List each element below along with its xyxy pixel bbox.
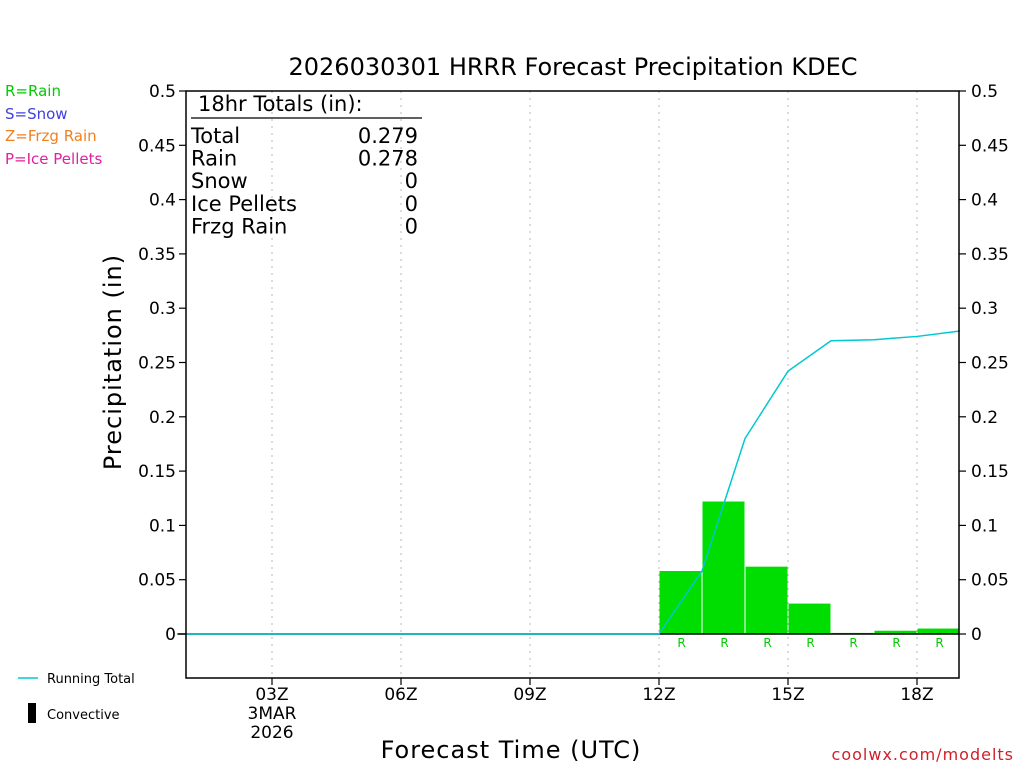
x-tick-label: 06Z — [384, 685, 417, 705]
x-tick-year-label: 2026 — [250, 723, 293, 743]
ptype-marker-R: R — [720, 636, 728, 650]
convective-legend-label: Convective — [47, 708, 120, 723]
y-tick-label-left: 0.25 — [138, 354, 176, 374]
y-tick-label-right: 0.2 — [971, 408, 998, 428]
y-tick-label-left: 0.4 — [149, 191, 176, 211]
totals-label: Total — [190, 124, 240, 148]
totals-label: Snow — [191, 169, 248, 193]
y-tick-label-left: 0.15 — [138, 462, 176, 482]
y-tick-label-right: 0.15 — [971, 462, 1009, 482]
y-tick-label-left: 0 — [165, 625, 176, 645]
ptype-legend-ice-pellets: P=Ice Pellets — [5, 150, 102, 168]
ptype-marker-R: R — [849, 636, 857, 650]
y-tick-label-right: 0 — [971, 625, 982, 645]
ptype-marker-R: R — [892, 636, 900, 650]
totals-value: 0 — [405, 169, 418, 193]
y-tick-label-right: 0.3 — [971, 299, 998, 319]
y-tick-label-right: 0.1 — [971, 516, 998, 536]
plot-frame — [185, 90, 960, 679]
x-axis-title: Forecast Time (UTC) — [381, 736, 642, 764]
totals-value: 0.278 — [358, 147, 418, 171]
chart-title: 2026030301 HRRR Forecast Precipitation K… — [289, 53, 858, 81]
y-tick-label-left: 0.3 — [149, 299, 176, 319]
ptype-legend: R=Rain S=Snow Z=Frzg Rain P=Ice Pellets — [5, 82, 102, 168]
y-tick-label-right: 0.5 — [971, 82, 998, 102]
ptype-legend-snow: S=Snow — [5, 105, 68, 123]
ptype-legend-frzg-rain: Z=Frzg Rain — [5, 127, 97, 145]
precip-bars — [659, 501, 960, 634]
y-tick-label-right: 0.35 — [971, 245, 1009, 265]
precip-bar — [745, 566, 788, 634]
totals-box: 18hr Totals (in): Total 0.279 Rain 0.278 Sno… — [190, 92, 422, 238]
x-tick-label: 12Z — [642, 685, 675, 705]
y-tick-label-right: 0.45 — [971, 136, 1009, 156]
y-tick-label-right: 0.25 — [971, 354, 1009, 374]
precip-bar — [788, 603, 831, 634]
precip-bar — [702, 501, 745, 634]
precip-bar — [917, 628, 960, 634]
totals-label: Ice Pellets — [191, 192, 297, 216]
running-total-series — [186, 330, 961, 635]
running-total-legend-label: Running Total — [47, 672, 135, 687]
x-tick-label: 03Z — [255, 685, 288, 705]
y-tick-label-left: 0.1 — [149, 516, 176, 536]
precip-bar — [874, 630, 917, 634]
y-axis-right: 0 0.05 0.1 0.15 0.2 0.25 0.3 0.35 0.4 0.45 0.5 — [959, 82, 1009, 645]
x-tick-label: 18Z — [900, 685, 933, 705]
totals-value: 0 — [405, 214, 418, 238]
x-gridlines — [271, 91, 918, 678]
ptype-legend-rain: R=Rain — [5, 82, 61, 100]
credit-text: coolwx.com/modelts — [832, 745, 1014, 764]
totals-rows: Total 0.279 Rain 0.278 Snow 0 Ice Pellets 0 Frzg… — [190, 124, 418, 238]
x-tick-label: 15Z — [771, 685, 804, 705]
y-tick-label-left: 0.45 — [138, 136, 176, 156]
x-tick-date-label: 3MAR — [248, 704, 297, 724]
y-tick-label-left: 0.2 — [149, 408, 176, 428]
ptype-marker-R: R — [677, 636, 685, 650]
y-tick-label-left: 0.05 — [138, 571, 176, 591]
bottom-legend: Running Total Convective — [18, 672, 135, 723]
ptype-marker-R: R — [763, 636, 771, 650]
ptype-marker-R: R — [806, 636, 814, 650]
totals-value: 0.279 — [358, 124, 418, 148]
totals-value: 0 — [405, 192, 418, 216]
y-tick-label-left: 0.35 — [138, 245, 176, 265]
convective-legend-swatch — [28, 703, 36, 723]
totals-label: Rain — [191, 147, 237, 171]
y-tick-label-left: 0.5 — [149, 82, 176, 102]
running-total-line — [186, 330, 961, 635]
y-axis-title: Precipitation (in) — [99, 254, 127, 470]
totals-label: Frzg Rain — [191, 214, 287, 238]
x-tick-label: 09Z — [513, 685, 546, 705]
totals-header: 18hr Totals (in): — [198, 92, 363, 116]
y-axis-left: 0 0.05 0.1 0.15 0.2 0.25 0.3 0.35 0.4 0.45 0.5 — [138, 82, 186, 645]
y-tick-label-right: 0.05 — [971, 571, 1009, 591]
ptype-marker-R: R — [935, 636, 943, 650]
y-tick-label-right: 0.4 — [971, 191, 998, 211]
